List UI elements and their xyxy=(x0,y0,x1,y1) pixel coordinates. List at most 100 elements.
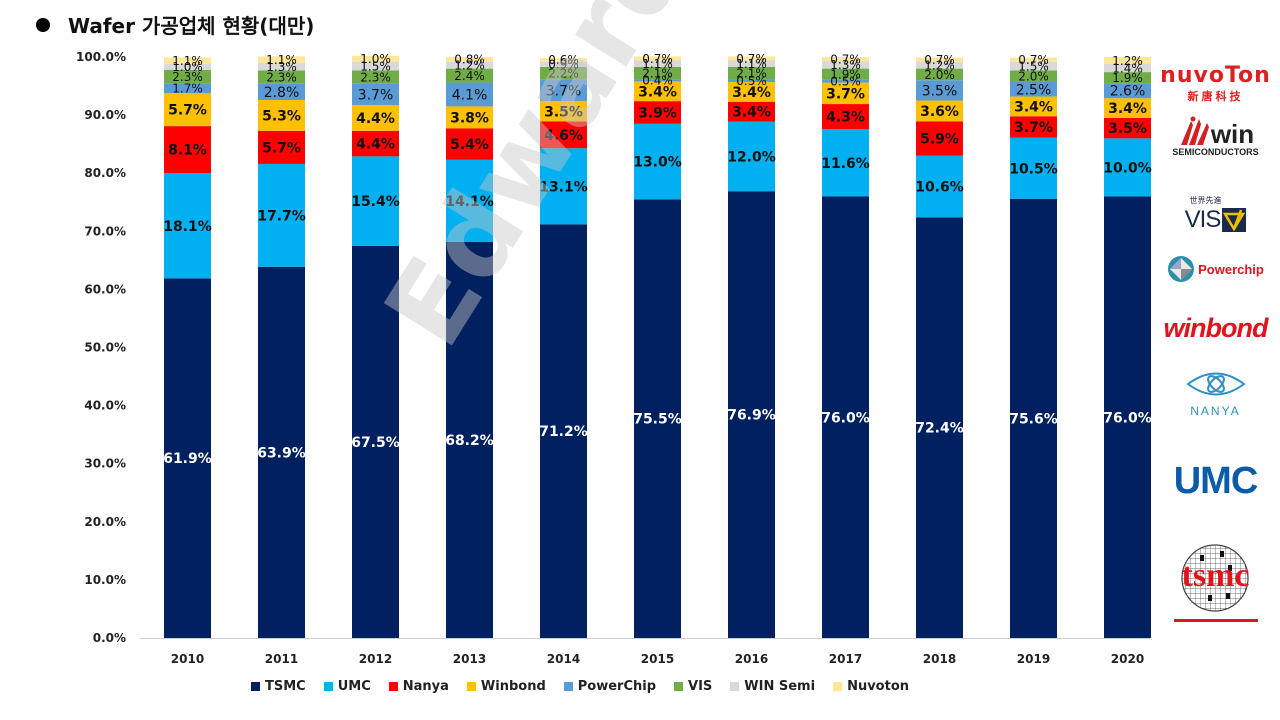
data-label: 1.9% xyxy=(830,67,861,81)
data-label: 61.9% xyxy=(163,451,212,467)
bar-segment-nanya xyxy=(540,121,587,149)
data-label: 3.4% xyxy=(1014,99,1053,115)
bar-segment-vis xyxy=(822,68,869,80)
data-label: 72.4% xyxy=(915,421,964,437)
bar-segment-nuvoton xyxy=(634,56,681,61)
data-label: 0.9% xyxy=(548,58,579,72)
bar-segment-powerchip xyxy=(822,79,869,83)
bar-segment-nuvoton xyxy=(1104,57,1151,64)
data-label: 3.5% xyxy=(922,83,958,99)
data-label: 0.6% xyxy=(548,53,579,67)
bar-segment-nanya xyxy=(728,101,775,122)
x-tick-label: 2018 xyxy=(923,652,956,666)
data-label: 17.7% xyxy=(257,208,306,224)
legend-item: Winbond xyxy=(466,679,546,694)
vis-logo-text: VIS xyxy=(1184,206,1222,233)
x-tick-label: 2011 xyxy=(265,652,298,666)
bar-segment-winbond xyxy=(1010,96,1057,117)
win-logo-text: win xyxy=(1210,119,1255,149)
bar-segment-win-semi xyxy=(822,61,869,69)
winbond-logo: winbond xyxy=(1158,313,1273,344)
data-label: 1.3% xyxy=(266,60,297,74)
bar-segment-umc xyxy=(916,155,963,218)
nanya-logo: NANYA xyxy=(1158,367,1273,418)
data-label: 1.1% xyxy=(266,53,297,67)
legend-swatch xyxy=(388,682,398,691)
bar-segment-tsmc xyxy=(540,224,587,638)
data-label: 12.0% xyxy=(727,149,776,165)
data-label: 2.1% xyxy=(736,66,767,80)
data-label: 4.4% xyxy=(356,137,395,153)
bar-segment-umc xyxy=(446,159,493,242)
bar-segment-tsmc xyxy=(446,241,493,638)
data-label: 1.5% xyxy=(1018,59,1049,73)
data-label: 3.7% xyxy=(546,83,582,99)
umc-logo: UMC xyxy=(1158,460,1273,503)
bar-segment-win-semi xyxy=(1104,63,1151,73)
data-label: 0.8% xyxy=(454,53,485,67)
data-label: 2.5% xyxy=(1016,82,1052,98)
legend-label: Nuvoton xyxy=(847,679,910,694)
bar-segment-nuvoton xyxy=(446,57,493,62)
bar-segment-powerchip xyxy=(916,80,963,101)
bar-segment-tsmc xyxy=(258,266,305,638)
nuvoton-logo: nuvoTon 新唐科技 xyxy=(1158,63,1273,104)
data-label: 2.3% xyxy=(266,70,297,84)
data-label: 0.7% xyxy=(924,53,955,67)
legend-swatch xyxy=(730,682,740,691)
bar-segment-umc xyxy=(1010,137,1057,199)
data-label: 1.2% xyxy=(454,58,485,72)
data-label: 3.6% xyxy=(920,104,959,120)
data-label: 1.0% xyxy=(172,60,203,74)
bar-segment-win-semi xyxy=(258,62,305,71)
data-label: 5.7% xyxy=(262,140,301,156)
bar-segment-winbond xyxy=(164,93,211,127)
legend-label: PowerChip xyxy=(577,679,657,694)
data-label: 3.4% xyxy=(638,84,677,100)
y-tick-label: 100.0% xyxy=(76,50,126,64)
data-label: 4.1% xyxy=(452,88,488,104)
legend-label: Winbond xyxy=(480,679,546,694)
bar-segment-vis xyxy=(352,70,399,84)
bar-segment-umc xyxy=(352,156,399,246)
bar-segment-vis xyxy=(916,68,963,81)
data-label: 2.3% xyxy=(360,70,391,84)
data-label: 11.6% xyxy=(821,156,870,172)
bar-segment-tsmc xyxy=(1010,198,1057,638)
data-label: 1.0% xyxy=(360,52,391,66)
tsmc-logo: tsmc xyxy=(1158,543,1273,623)
data-label: 3.7% xyxy=(826,86,865,102)
bar-segment-win-semi xyxy=(446,61,493,69)
data-label: 10.5% xyxy=(1009,161,1058,177)
data-label: 1.4% xyxy=(1112,61,1143,75)
data-label: 18.1% xyxy=(163,219,212,235)
chart-title-text: Wafer 가공업체 현황(대만) xyxy=(68,14,315,38)
data-label: 71.2% xyxy=(539,424,588,440)
bar-segment-nanya xyxy=(352,130,399,157)
chart-title: Wafer 가공업체 현황(대만) xyxy=(36,10,314,39)
data-label: 1.5% xyxy=(360,59,391,73)
y-tick-label: 10.0% xyxy=(84,573,126,587)
x-tick-label: 2013 xyxy=(453,652,486,666)
bar-segment-umc xyxy=(634,123,681,200)
data-label: 0.7% xyxy=(1018,53,1049,67)
bar-segment-nuvoton xyxy=(1010,57,1057,62)
bar-segment-vis xyxy=(446,68,493,83)
bar-segment-nanya xyxy=(822,104,869,130)
x-tick-label: 2017 xyxy=(829,652,862,666)
data-label: 2.6% xyxy=(1110,84,1146,100)
data-label: 1.2% xyxy=(1112,54,1143,68)
y-tick-label: 0.0% xyxy=(93,631,126,645)
legend-swatch xyxy=(674,682,684,691)
bar-segment-powerchip xyxy=(352,83,399,106)
bar-segment-nuvoton xyxy=(822,57,869,62)
data-label: 0.5% xyxy=(830,74,861,88)
y-tick-label: 70.0% xyxy=(84,224,126,238)
bar-segment-powerchip xyxy=(540,79,587,102)
bar-segment-nuvoton xyxy=(540,58,587,62)
x-tick-label: 2014 xyxy=(547,652,580,666)
bar-segment-winbond xyxy=(446,106,493,129)
stacked-bar-chart: 0.0% 10.0% 20.0% 30.0% 40.0% 50.0% 60.0% 70.0% 8… xyxy=(76,50,1152,666)
tsmc-logo-text: tsmc xyxy=(1181,557,1250,594)
bar-segment-nuvoton xyxy=(164,57,211,64)
